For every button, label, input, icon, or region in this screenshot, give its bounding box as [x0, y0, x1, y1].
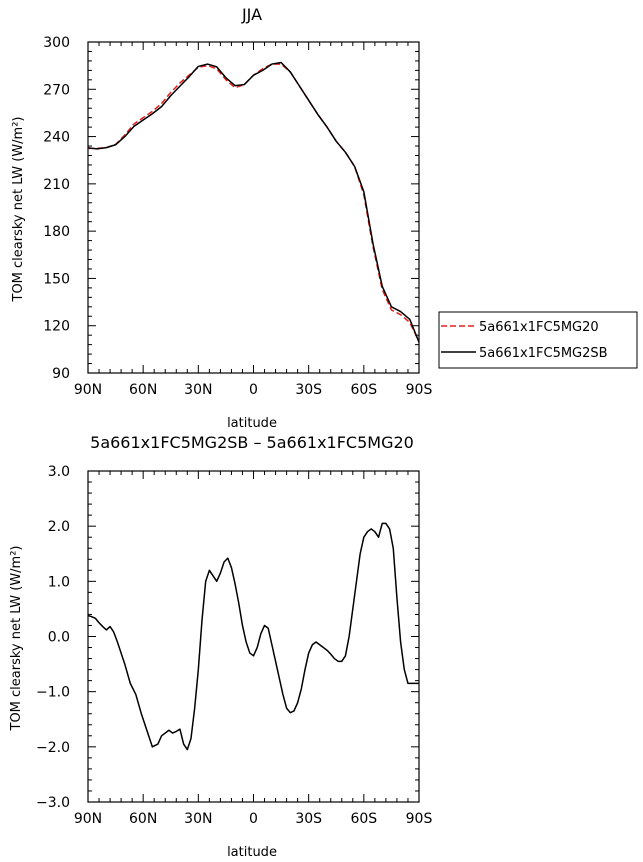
bottom-x-tick-label: 90N	[74, 811, 102, 827]
bottom-plot-area: 90N 60N 30N 0 30S 60S 90S −3.0 −2.0 −1.0 0.0 1.0 2.0…	[36, 464, 432, 827]
top-plot-frame	[87, 41, 420, 374]
top-x-tick-label: 60S	[350, 382, 377, 398]
top-x-axis-label: latitude	[227, 416, 277, 431]
bottom-y-tick-label: −3.0	[36, 795, 70, 811]
top-plot-area: 90N 60N 30N 0 30S 60S 90S 90 120 150 180 210 240 270 3…	[43, 35, 432, 398]
bottom-x-tick-label: 0	[249, 811, 258, 827]
bottom-y-tick-label: 3.0	[48, 464, 70, 480]
bottom-chart-title: 5a661x1FC5MG2SB – 5a661x1FC5MG20	[90, 433, 414, 452]
legend-label-series-2: 5a661x1FC5MG2SB	[479, 346, 608, 361]
top-chart-title: JJA	[241, 5, 262, 24]
top-y-tick-label: 300	[43, 35, 70, 51]
bottom-x-tick-label: 60S	[350, 811, 377, 827]
bottom-x-tick-label: 90S	[406, 811, 433, 827]
top-x-tick-label: 30S	[295, 382, 322, 398]
top-y-tick-label: 90	[52, 366, 70, 382]
bottom-y-tick-label: −1.0	[36, 685, 70, 701]
bottom-series-line-1	[87, 522, 419, 751]
top-y-tick-label: 120	[43, 319, 70, 335]
top-y-tick-label: 150	[43, 271, 70, 287]
top-y-tick-label: 210	[43, 177, 70, 193]
bottom-y-tick-label: 0.0	[48, 630, 70, 646]
bottom-y-tick-label: −2.0	[36, 740, 70, 756]
top-x-tick-label: 0	[249, 382, 258, 398]
top-y-tick-label: 270	[43, 82, 70, 98]
bottom-x-tick-label: 30S	[295, 811, 322, 827]
bottom-x-axis-label: latitude	[227, 845, 277, 860]
top-y-tick-label: 240	[43, 130, 70, 146]
top-x-tick-label: 90S	[406, 382, 433, 398]
bottom-y-tick-label: 1.0	[48, 574, 70, 590]
bottom-y-axis-label: TOM clearsky net LW (W/m²)	[9, 545, 24, 731]
top-x-tick-label: 30N	[184, 382, 212, 398]
top-panel: JJA 90N 60N 30N 0 30S 60S 90S 90 120 150 180 210 240…	[11, 5, 432, 431]
top-series-line-2	[87, 61, 420, 343]
top-x-tick-label: 90N	[74, 382, 102, 398]
top-x-tick-label: 60N	[129, 382, 157, 398]
top-y-axis-label: TOM clearsky net LW (W/m²)	[11, 116, 26, 302]
bottom-panel: 5a661x1FC5MG2SB – 5a661x1FC5MG20 90N 60N 3…	[9, 433, 432, 860]
legend-label-series-1: 5a661x1FC5MG20	[479, 320, 599, 335]
legend-frame	[438, 311, 638, 369]
bottom-plot-frame	[87, 470, 420, 803]
top-series-line-1	[88, 63, 420, 342]
bottom-y-tick-label: 2.0	[48, 519, 70, 535]
top-y-tick-label: 180	[43, 224, 70, 240]
legend: 5a661x1FC5MG20 5a661x1FC5MG2SB	[438, 311, 638, 369]
bottom-x-tick-label: 60N	[129, 811, 157, 827]
bottom-x-tick-label: 30N	[184, 811, 212, 827]
